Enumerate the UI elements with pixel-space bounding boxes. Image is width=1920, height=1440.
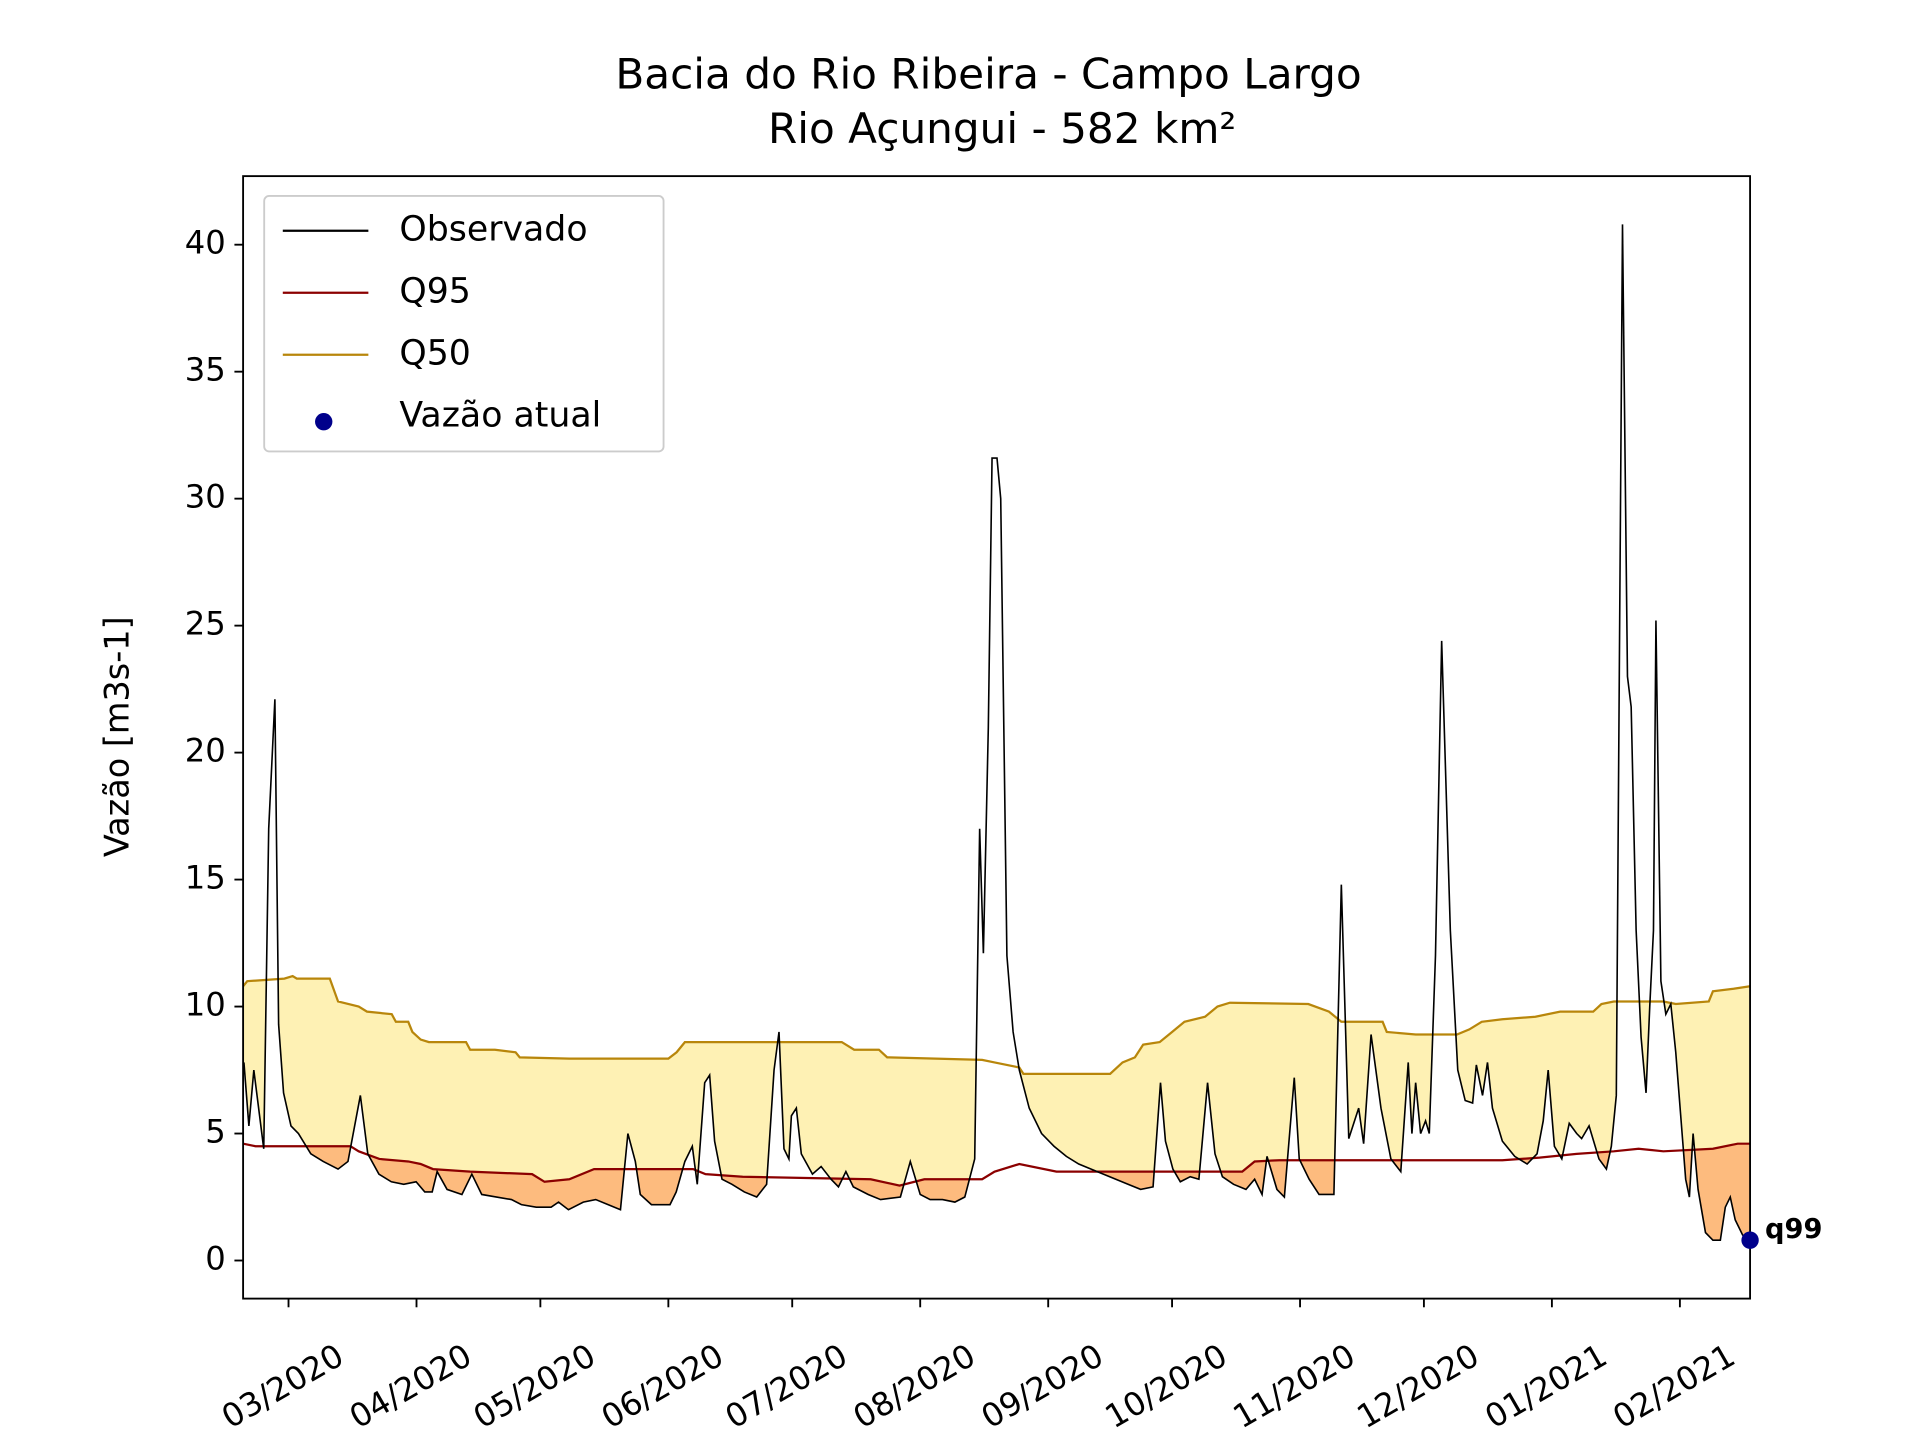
data-point (1741, 1231, 1759, 1249)
x-tick-label: 08/2020 (847, 1336, 982, 1436)
fill-area (243, 976, 1751, 1241)
y-tick-label: 5 (205, 1113, 226, 1151)
y-tick-label: 35 (185, 351, 226, 389)
x-tick-label: 07/2020 (719, 1336, 854, 1436)
x-tick-label: 05/2020 (467, 1336, 602, 1436)
plot-frame (242, 175, 1752, 1300)
line-layer (243, 224, 1751, 1242)
x-tick-label: 02/2021 (1606, 1336, 1741, 1436)
legend-box (263, 195, 665, 453)
chart-title: Bacia do Rio Ribeira - Campo Largo (615, 49, 1361, 98)
x-tick-label: 04/2020 (343, 1336, 478, 1436)
series-line (243, 224, 1751, 1242)
y-tick-label: 0 (205, 1240, 226, 1278)
y-tick-label: 30 (185, 478, 226, 516)
x-tick-label: 01/2021 (1478, 1336, 1613, 1436)
legend: Observado Q95 Q50 Vazão atual (263, 195, 665, 453)
x-tick-label: 10/2020 (1099, 1336, 1234, 1436)
legend-label: Vazão atual (399, 396, 601, 436)
y-tick-label: 15 (185, 859, 226, 897)
chart-subtitle: Rio Açungui - 582 km² (768, 104, 1236, 153)
legend-label: Q95 (399, 272, 471, 312)
x-tick-label: 06/2020 (595, 1336, 730, 1436)
series-line (243, 1142, 1751, 1187)
y-tick-label: 10 (185, 986, 226, 1024)
x-tick-label: 12/2020 (1350, 1336, 1485, 1436)
y-axis-label: Vazão [m3s-1] (98, 616, 137, 857)
legend-marker (315, 413, 333, 431)
x-tick-label: 09/2020 (975, 1336, 1110, 1436)
legend-label: Q50 (399, 334, 471, 374)
x-tick-label: 03/2020 (215, 1336, 350, 1436)
legend-label: Observado (399, 210, 587, 250)
y-tick-label: 20 (185, 732, 226, 770)
annotation: q99 (1765, 1214, 1822, 1245)
y-tick-label: 25 (185, 605, 226, 643)
y-tick-label: 40 (185, 224, 226, 262)
x-tick-label: 11/2020 (1227, 1336, 1362, 1436)
fill-layer (243, 976, 1751, 1241)
series-line (243, 974, 1751, 1075)
